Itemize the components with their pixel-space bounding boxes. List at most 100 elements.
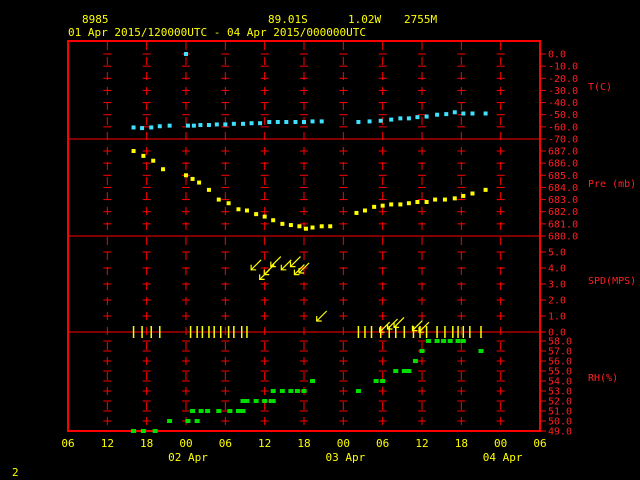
pressure-point <box>461 193 466 198</box>
page-number: 2 <box>12 466 19 479</box>
temperature-point <box>223 122 228 127</box>
x-tick-label: 18 <box>297 437 310 450</box>
rh-point <box>227 409 233 413</box>
pressure-point <box>415 200 420 204</box>
y-tick-label: 681.0 <box>548 219 578 230</box>
temperature-point <box>214 122 219 127</box>
y-tick-label: -60.0 <box>548 122 578 133</box>
rh-point <box>240 409 246 413</box>
temperature-point <box>275 120 280 124</box>
wind-arrow <box>418 321 430 333</box>
temperature-point <box>258 121 263 126</box>
rh-point <box>401 369 407 373</box>
rh-point <box>131 429 137 433</box>
rh-point <box>270 389 276 393</box>
y-tick-label: -50.0 <box>548 110 578 121</box>
rh-point <box>240 399 246 403</box>
temperature-point <box>319 119 324 124</box>
y-tick-label: 55.0 <box>548 367 572 378</box>
pressure-point <box>190 176 195 181</box>
x-tick-label: 12 <box>415 437 428 450</box>
temperature-point <box>206 123 211 128</box>
series-label: Pre (mb) <box>588 179 636 190</box>
temperature-point <box>241 121 246 126</box>
y-tick-label: 685.0 <box>548 171 578 182</box>
temperature-point <box>249 121 254 126</box>
station-id: 8985 <box>82 13 109 26</box>
rh-point <box>441 339 447 343</box>
x-axis: 06 12 18 00 06 12 18 00 06 12 18 00 06 02 Apr 03 Apr 04… <box>61 437 546 464</box>
x-tick-label: 06 <box>533 437 546 450</box>
y-tick-label: 2.0 <box>548 296 566 307</box>
y-tick-label: 0.0 <box>548 50 566 61</box>
wind-arrow-head <box>289 261 296 268</box>
y-tick-label: 680.0 <box>548 232 578 243</box>
temperature-point <box>461 111 466 116</box>
wind-arrow <box>270 256 282 268</box>
rh-point <box>434 339 440 343</box>
pressure-point <box>483 187 488 192</box>
temperature-point <box>131 125 136 130</box>
rh-point <box>270 399 276 403</box>
rh-point <box>406 369 412 373</box>
x-tick-label: 18 <box>140 437 153 450</box>
wind-arrow-shaft <box>379 321 391 333</box>
temperature-point <box>389 117 394 122</box>
temperature-point <box>415 115 420 120</box>
temperature-point <box>149 125 154 130</box>
wind-arrow-shaft <box>298 262 310 274</box>
rh-point <box>310 379 316 383</box>
pressure-point <box>452 196 457 201</box>
pressure-point <box>354 210 359 215</box>
y-tick-label: 57.0 <box>548 347 572 358</box>
rh-point <box>244 399 250 403</box>
temperature-point <box>284 120 289 124</box>
wind-arrow-head <box>386 324 393 330</box>
pressure-point <box>297 224 302 229</box>
rh-point <box>253 399 259 403</box>
temperature-point <box>267 120 272 124</box>
y-tick-label: 50.0 <box>548 417 572 428</box>
temperature-point <box>310 119 315 124</box>
temperature-point <box>406 116 411 121</box>
rh-point <box>393 369 399 373</box>
x-tick-label: 06 <box>376 437 389 450</box>
rh-point <box>294 389 300 393</box>
pressure-point <box>310 225 315 230</box>
wind-arrow <box>393 316 405 328</box>
pressure-point <box>328 224 333 229</box>
wind-arrow <box>250 259 262 271</box>
pressure-point <box>216 197 221 202</box>
y-tick-label: 52.0 <box>548 397 572 408</box>
pressure-point <box>236 207 241 212</box>
x-tick-label: 18 <box>455 437 468 450</box>
wind-arrow <box>411 320 423 332</box>
wind-arrow-head <box>259 274 265 280</box>
rh-point <box>198 409 204 413</box>
series-layer <box>131 52 488 433</box>
y-tick-label: 1.0 <box>548 312 566 323</box>
rh-point <box>478 349 484 353</box>
y-tick-label: 0.0 <box>548 328 566 339</box>
pressure-point <box>226 201 231 206</box>
rh-point <box>447 339 453 343</box>
wind-arrow-head <box>293 269 300 276</box>
wind-arrow-shaft <box>387 318 398 330</box>
y-tick-label: -40.0 <box>548 98 578 109</box>
pressure-point <box>433 197 438 202</box>
y-tick-label: 684.0 <box>548 183 578 194</box>
rh-point <box>288 389 294 393</box>
wind-arrow <box>298 262 310 274</box>
wind-arrow-head <box>316 316 322 322</box>
temperature-point <box>184 52 188 56</box>
temperature-point <box>435 112 440 117</box>
station-longitude: 1.02W <box>348 13 381 26</box>
temperature-point <box>140 126 145 131</box>
wind-arrow <box>386 318 398 330</box>
pressure-point <box>442 197 447 202</box>
wind-arrow-shaft <box>411 320 423 332</box>
pressure-point <box>244 208 249 213</box>
rh-point <box>355 389 361 393</box>
temperature-point <box>167 123 172 128</box>
series-label: SPD(MPS) <box>588 276 636 287</box>
